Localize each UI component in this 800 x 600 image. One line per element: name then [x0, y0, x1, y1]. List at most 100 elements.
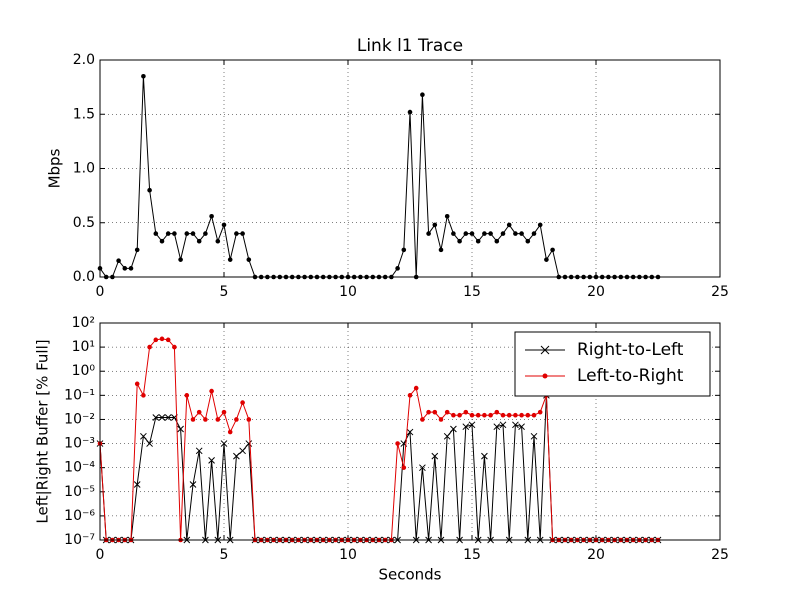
marker: [420, 92, 425, 98]
x-tick-label: 10: [339, 284, 357, 300]
marker: [519, 231, 524, 236]
marker: [463, 409, 469, 415]
marker: [190, 231, 196, 236]
x-axis-label: Seconds: [378, 566, 441, 584]
marker: [165, 337, 171, 343]
marker: [203, 231, 208, 236]
marker: [426, 231, 431, 236]
y-tick-label: 2.0: [73, 52, 95, 68]
marker: [203, 417, 208, 422]
marker: [550, 247, 555, 253]
x-tick-label: 25: [711, 284, 729, 300]
marker: [158, 414, 166, 421]
marker: [457, 238, 462, 244]
marker: [462, 423, 470, 431]
marker: [513, 412, 518, 418]
y-tick-label: 1.5: [73, 106, 95, 122]
marker: [215, 238, 221, 244]
x-tick-label: 0: [96, 284, 105, 300]
marker: [395, 266, 400, 271]
marker: [147, 344, 152, 350]
marker: [500, 412, 506, 418]
marker: [438, 417, 444, 422]
marker: [134, 381, 140, 387]
marker: [482, 412, 487, 418]
marker: [141, 73, 146, 79]
marker: [444, 409, 450, 415]
marker: [195, 447, 203, 455]
marker: [499, 421, 507, 429]
y-tick-label: 10¹: [72, 339, 95, 355]
marker: [432, 409, 438, 415]
marker: [537, 222, 543, 228]
marker: [240, 400, 245, 405]
legend-marker: [542, 373, 548, 379]
marker: [537, 409, 543, 415]
marker: [469, 231, 475, 236]
marker: [475, 412, 481, 418]
marker: [196, 409, 202, 415]
marker: [172, 344, 177, 350]
marker: [234, 231, 239, 236]
marker: [164, 414, 172, 421]
marker: [221, 222, 227, 228]
marker: [525, 238, 531, 244]
marker: [246, 257, 252, 262]
marker: [134, 247, 140, 253]
marker: [128, 266, 134, 271]
marker: [172, 231, 177, 236]
marker: [519, 412, 524, 418]
marker: [426, 409, 431, 415]
marker: [481, 452, 488, 460]
marker: [493, 423, 501, 431]
marker: [494, 238, 500, 244]
marker: [451, 412, 456, 418]
marker: [239, 447, 246, 455]
marker: [406, 428, 414, 436]
y-tick-label: 10⁻³: [64, 436, 95, 452]
marker: [419, 464, 426, 472]
y-tick-label: 10⁰: [72, 363, 96, 379]
legend-marker: [540, 345, 550, 355]
marker: [227, 429, 233, 435]
marker: [432, 222, 438, 228]
y-tick-label: 10⁻²: [64, 411, 95, 427]
marker: [245, 440, 253, 447]
legend-label: Right-to-Left: [577, 340, 684, 360]
marker: [122, 266, 128, 271]
marker: [147, 187, 152, 193]
marker: [165, 231, 171, 236]
marker: [209, 213, 214, 219]
marker: [500, 231, 506, 236]
marker: [227, 257, 233, 262]
marker: [488, 231, 493, 236]
marker: [233, 452, 240, 460]
marker: [531, 231, 537, 236]
marker: [420, 417, 425, 422]
marker: [463, 231, 469, 236]
marker: [469, 412, 475, 418]
marker: [189, 481, 197, 488]
axes-frame: [99, 322, 721, 541]
marker: [494, 409, 500, 415]
marker: [413, 385, 419, 391]
marker: [184, 393, 190, 398]
marker: [140, 432, 147, 440]
marker: [444, 213, 450, 219]
marker: [152, 414, 160, 421]
x-tick-label: 5: [220, 547, 229, 563]
y-tick-label: 0.0: [73, 269, 95, 285]
axes-frame: [99, 59, 721, 278]
marker: [401, 465, 407, 470]
marker: [184, 231, 190, 236]
marker: [457, 412, 462, 418]
x-tick-label: 25: [711, 547, 729, 563]
marker: [488, 412, 493, 418]
marker: [221, 409, 227, 415]
marker: [159, 238, 165, 244]
x-tick-label: 0: [96, 547, 105, 563]
marker: [146, 440, 153, 447]
marker: [530, 432, 538, 440]
marker: [141, 393, 146, 398]
